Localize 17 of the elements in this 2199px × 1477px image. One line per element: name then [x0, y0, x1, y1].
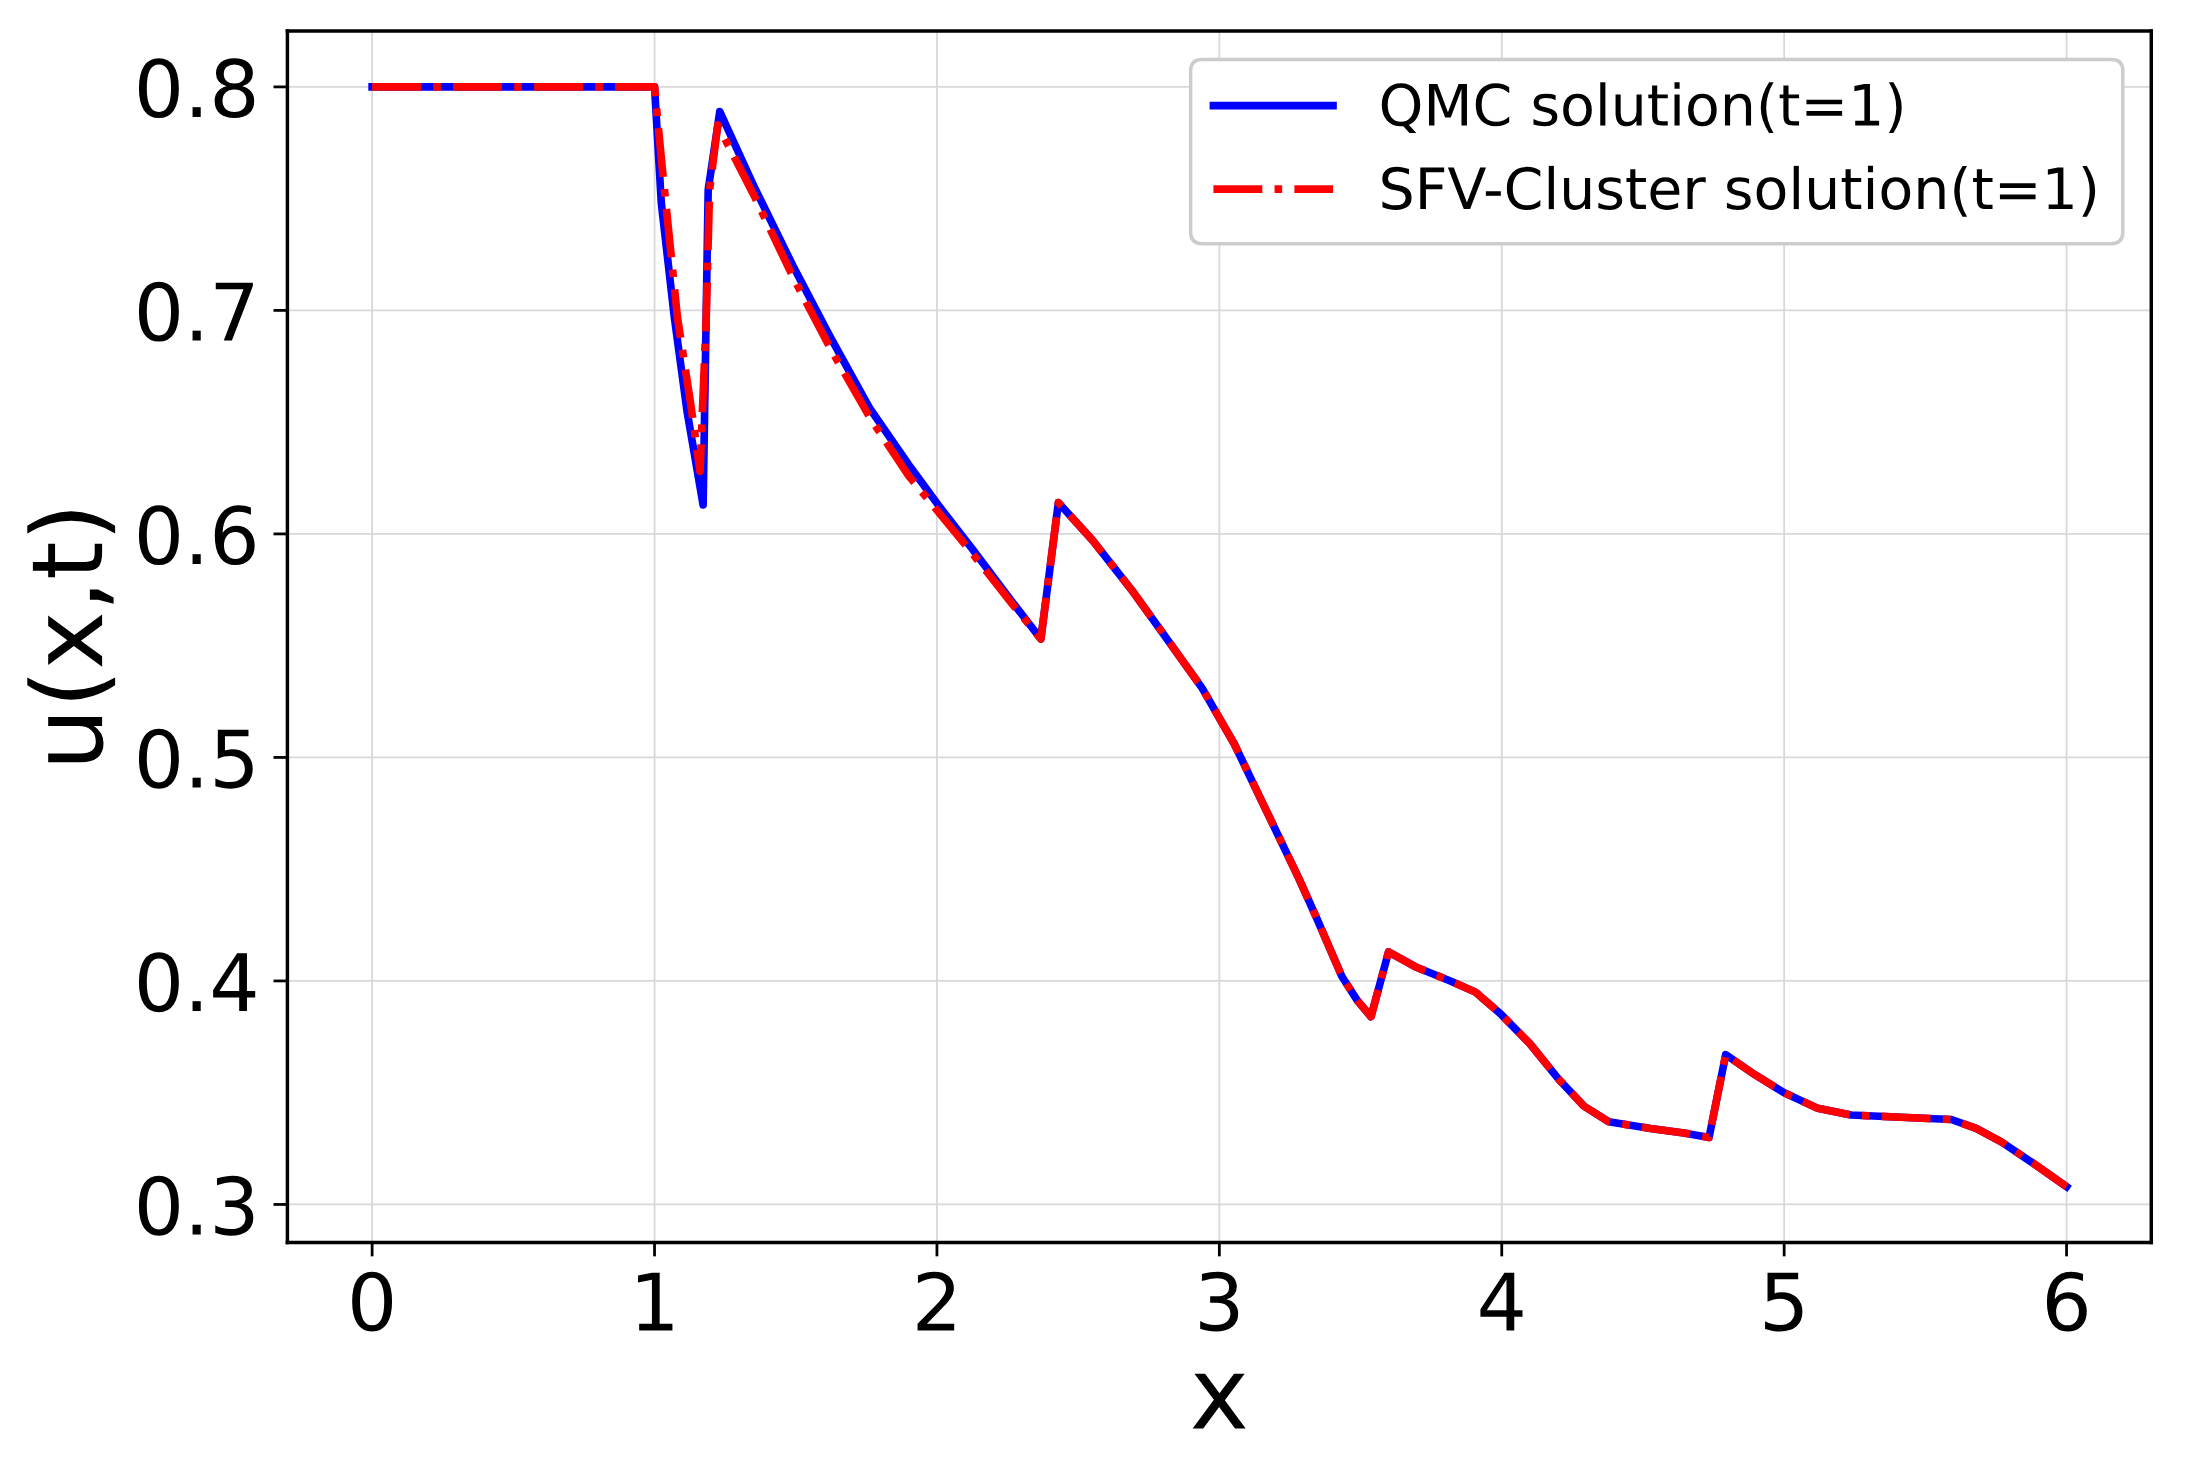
x-tick-label: 1 [638, 1272, 673, 1331]
y-tick-label: 0.4 [138, 952, 256, 1013]
legend-label: SFV-Cluster solution(t=1) [1382, 165, 2096, 217]
x-axis-title: x [1192, 1373, 1246, 1429]
y-axis-title: u(x,t) [27, 511, 116, 763]
y-tick-label: 0.5 [138, 728, 253, 789]
x-tick-label: 3 [1200, 1271, 1239, 1332]
y-tick-label: 0.7 [138, 281, 253, 342]
y-tick-label: 0.6 [138, 505, 255, 566]
x-tick-label: 2 [917, 1271, 955, 1331]
x-tick-label: 4 [1480, 1272, 1523, 1331]
y-tick-label: 0.3 [138, 1175, 254, 1236]
x-tick-label: 0 [352, 1271, 393, 1332]
legend-label: QMC solution(t=1) [1381, 82, 1902, 134]
x-tick-label: 5 [1765, 1272, 1803, 1332]
x-tick-label: 6 [2046, 1271, 2087, 1332]
y-tick-label: 0.8 [138, 58, 255, 119]
